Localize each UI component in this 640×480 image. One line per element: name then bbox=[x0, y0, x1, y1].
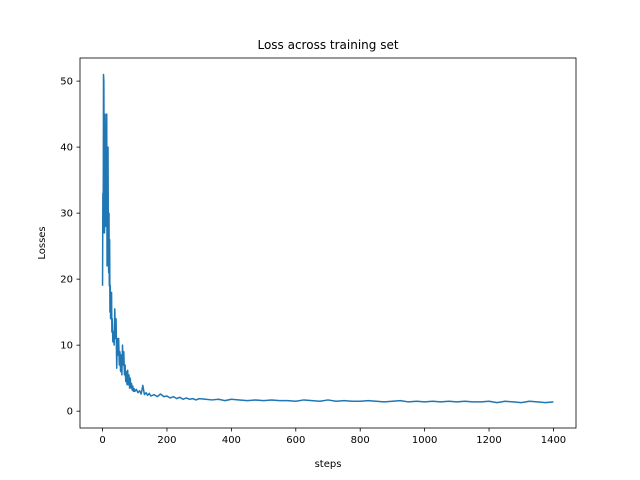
series-layer bbox=[101, 73, 554, 404]
x-tick-label: 1200 bbox=[476, 435, 501, 446]
x-tick-label: 200 bbox=[157, 435, 176, 446]
x-axis-label: steps bbox=[315, 459, 342, 470]
y-tick-label: 40 bbox=[60, 143, 73, 154]
x-tick-label: 1400 bbox=[541, 435, 566, 446]
loss-series-line bbox=[101, 73, 554, 404]
x-tick-label: 0 bbox=[99, 435, 105, 446]
x-tick-label: 1000 bbox=[412, 435, 437, 446]
axes-frame bbox=[79, 57, 577, 429]
chart-title: Loss across training set bbox=[257, 38, 398, 52]
y-tick-label: 50 bbox=[60, 77, 73, 88]
y-tick-label: 20 bbox=[60, 275, 73, 286]
y-axis-label: Losses bbox=[37, 226, 48, 259]
x-axis-ticks: 0 200 400 600 800 1000 1200 1400 bbox=[99, 428, 566, 446]
y-axis-ticks: 0 10 20 30 40 50 bbox=[60, 77, 80, 418]
y-tick-label: 0 bbox=[67, 407, 73, 418]
y-tick-label: 30 bbox=[60, 209, 73, 220]
plot-area bbox=[80, 58, 576, 428]
x-tick-label: 600 bbox=[286, 435, 305, 446]
x-tick-label: 400 bbox=[222, 435, 241, 446]
x-tick-label: 800 bbox=[351, 435, 370, 446]
y-tick-label: 10 bbox=[60, 341, 73, 352]
